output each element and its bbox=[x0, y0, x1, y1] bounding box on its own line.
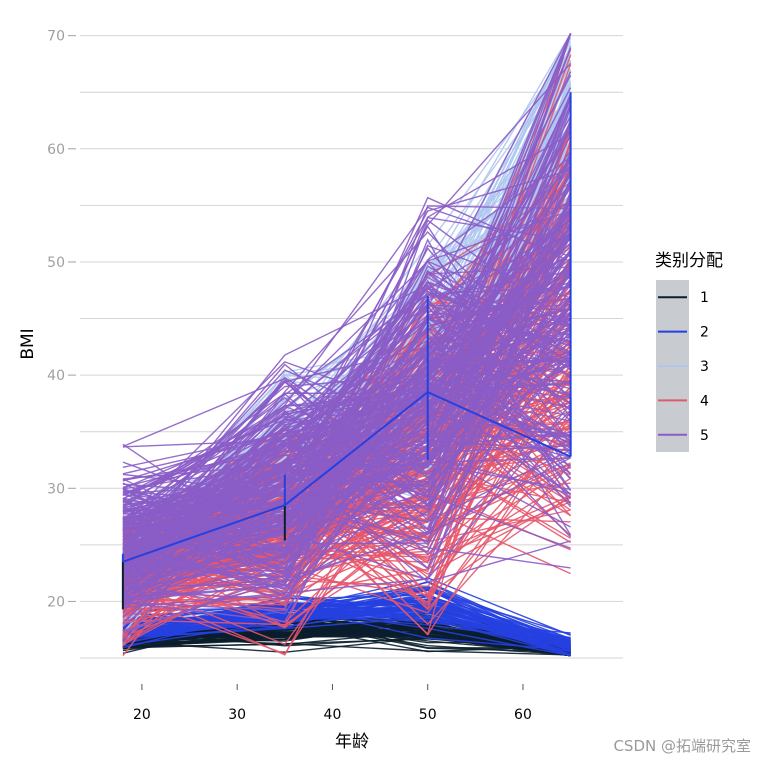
trajectory-line-cluster-5 bbox=[122, 311, 571, 534]
trajectory-line-cluster-5 bbox=[122, 71, 572, 556]
trajectory-lines bbox=[122, 33, 572, 657]
trajectory-line-cluster-5 bbox=[122, 264, 572, 581]
x-tick-label-30: 30 bbox=[228, 707, 246, 723]
trajectory-line-cluster-5 bbox=[122, 232, 572, 601]
trajectory-line-cluster-5 bbox=[122, 353, 571, 604]
x-tick-label-60: 60 bbox=[514, 707, 532, 723]
trajectory-line-cluster-5 bbox=[122, 208, 572, 561]
legend-label-3: 3 bbox=[700, 359, 709, 375]
trajectory-line-cluster-2 bbox=[122, 613, 571, 645]
y-tick-label-60: 60 bbox=[47, 142, 65, 158]
x-tick-label-50: 50 bbox=[419, 707, 437, 723]
trajectory-line-cluster-5 bbox=[122, 298, 572, 536]
trajectory-line-cluster-5 bbox=[122, 200, 571, 551]
x-axis-ticks: 20 30 40 50 60 bbox=[133, 684, 532, 723]
trajectory-line-cluster-5 bbox=[122, 390, 572, 538]
trajectory-line-cluster-5 bbox=[122, 312, 572, 582]
trajectory-line-cluster-5 bbox=[122, 351, 571, 599]
y-tick-label-40: 40 bbox=[47, 368, 65, 384]
x-tick-label-40: 40 bbox=[324, 707, 342, 723]
y-axis-title: BMI bbox=[18, 328, 38, 359]
mean-trajectory-line bbox=[122, 390, 572, 563]
trajectory-line-cluster-5 bbox=[122, 449, 571, 595]
trajectory-line-cluster-2 bbox=[122, 605, 571, 652]
trajectory-line-cluster-5 bbox=[122, 222, 572, 550]
legend-label-4: 4 bbox=[700, 393, 709, 409]
legend-label-1: 1 bbox=[700, 290, 709, 306]
trajectory-line-cluster-5 bbox=[122, 157, 572, 531]
mean-overlay bbox=[121, 92, 572, 610]
trajectory-line-cluster-5 bbox=[122, 227, 572, 613]
trajectory-line-cluster-2 bbox=[122, 589, 571, 648]
x-axis-title: 年龄 bbox=[335, 732, 369, 752]
trajectory-line-cluster-5 bbox=[122, 488, 571, 569]
trajectory-line-cluster-5 bbox=[122, 304, 571, 551]
y-axis-ticks: 20 30 40 50 60 70 bbox=[47, 29, 76, 610]
trajectory-line-cluster-5 bbox=[122, 297, 571, 513]
trajectory-line-cluster-5 bbox=[122, 232, 572, 542]
trajectory-line-cluster-1 bbox=[122, 622, 571, 657]
trajectory-line-cluster-5 bbox=[122, 178, 572, 518]
trajectory-line-cluster-5 bbox=[122, 376, 571, 600]
trajectory-line-cluster-5 bbox=[122, 286, 571, 500]
y-tick-label-70: 70 bbox=[47, 29, 65, 45]
legend-label-2: 2 bbox=[700, 325, 709, 341]
legend-label-5: 5 bbox=[700, 428, 709, 444]
trajectory-line-cluster-5 bbox=[122, 103, 572, 494]
legend: 类别分配 1 2 3 4 5 bbox=[655, 251, 723, 452]
trajectory-line-cluster-5 bbox=[122, 33, 572, 553]
trajectory-line-cluster-1 bbox=[122, 628, 571, 657]
trajectory-line-cluster-5 bbox=[122, 318, 572, 526]
trajectory-line-cluster-2 bbox=[122, 605, 571, 657]
trajectory-line-cluster-5 bbox=[122, 390, 571, 507]
trajectory-line-cluster-5 bbox=[122, 386, 571, 500]
legend-title: 类别分配 bbox=[655, 251, 723, 271]
trajectory-line-cluster-5 bbox=[122, 435, 571, 559]
trajectory-line-cluster-4 bbox=[122, 495, 571, 596]
y-tick-label-30: 30 bbox=[47, 481, 65, 497]
y-tick-label-20: 20 bbox=[47, 594, 65, 610]
trajectory-line-cluster-5 bbox=[122, 229, 572, 550]
trajectory-line-cluster-5 bbox=[122, 269, 572, 587]
trajectory-line-cluster-5 bbox=[122, 230, 572, 593]
y-tick-label-50: 50 bbox=[47, 255, 65, 271]
x-tick-label-20: 20 bbox=[133, 707, 151, 723]
trajectory-line-cluster-5 bbox=[122, 150, 572, 583]
trajectory-line-cluster-5 bbox=[122, 180, 572, 524]
trajectory-line-cluster-5 bbox=[122, 47, 572, 589]
trajectory-line-cluster-2 bbox=[122, 586, 571, 643]
trajectory-line-cluster-5 bbox=[122, 375, 571, 497]
watermark: CSDN @拓端研究室 bbox=[613, 737, 751, 755]
